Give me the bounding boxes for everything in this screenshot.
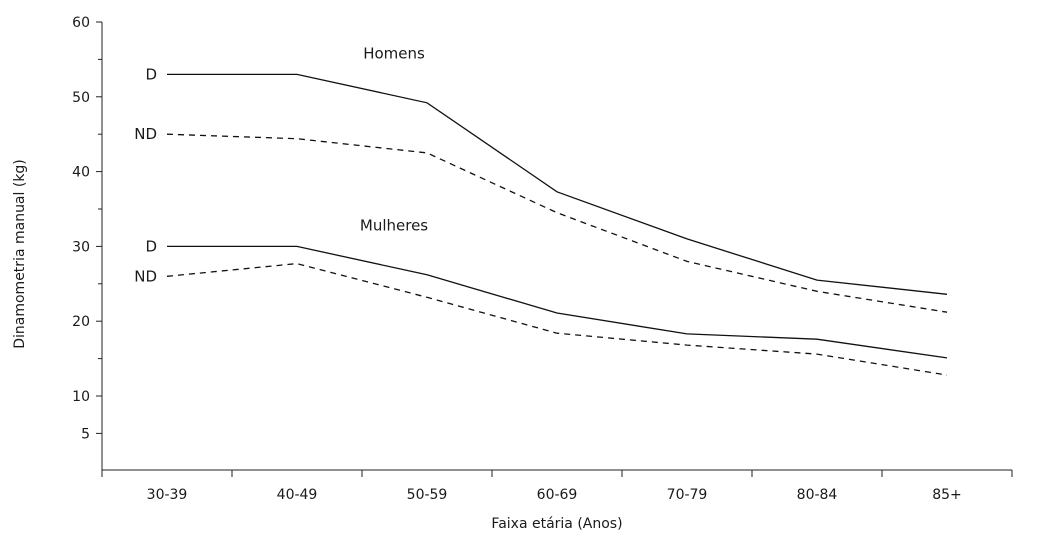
y-axis-title: Dinamometria manual (kg) bbox=[12, 159, 28, 349]
y-tick-label: 40 bbox=[72, 165, 90, 181]
y-tick-label: 50 bbox=[72, 90, 90, 106]
series-line-homens-nd bbox=[166, 133, 948, 313]
x-axis: 30-39 40-49 50-59 60-69 70-79 80-84 85+ bbox=[101, 469, 1013, 503]
group-label-homens: Homens bbox=[363, 44, 425, 62]
y-tick-label: 30 bbox=[72, 239, 90, 255]
x-tick-label: 40-49 bbox=[277, 487, 318, 503]
series-line-homens-d bbox=[167, 73, 948, 295]
x-tick-label: 30-39 bbox=[147, 487, 188, 503]
series-tag: D bbox=[145, 237, 157, 255]
x-tick-label: 80-84 bbox=[797, 487, 838, 503]
x-tick-label: 60-69 bbox=[537, 487, 578, 503]
x-axis-title: Faixa etária (Anos) bbox=[491, 516, 622, 532]
series-line-mulheres-d bbox=[167, 245, 948, 359]
y-tick-label: 20 bbox=[72, 314, 90, 330]
group-label-mulheres: Mulheres bbox=[360, 216, 428, 234]
y-tick-label: 5 bbox=[81, 426, 90, 442]
x-tick-label: 70-79 bbox=[667, 487, 708, 503]
y-tick-label: 10 bbox=[72, 389, 90, 405]
series-tag: ND bbox=[134, 267, 157, 285]
series-line-mulheres-nd bbox=[166, 262, 948, 376]
y-axis: 5 10 20 30 40 50 60 bbox=[72, 15, 103, 470]
y-tick-label: 60 bbox=[72, 15, 90, 31]
x-tick-label: 50-59 bbox=[407, 487, 448, 503]
series-tag: D bbox=[145, 65, 157, 83]
series-lines bbox=[166, 73, 948, 376]
series-tag: ND bbox=[134, 125, 157, 143]
series-labels: D ND D ND Homens Mulheres bbox=[134, 44, 428, 285]
x-tick-label: 85+ bbox=[932, 487, 962, 503]
